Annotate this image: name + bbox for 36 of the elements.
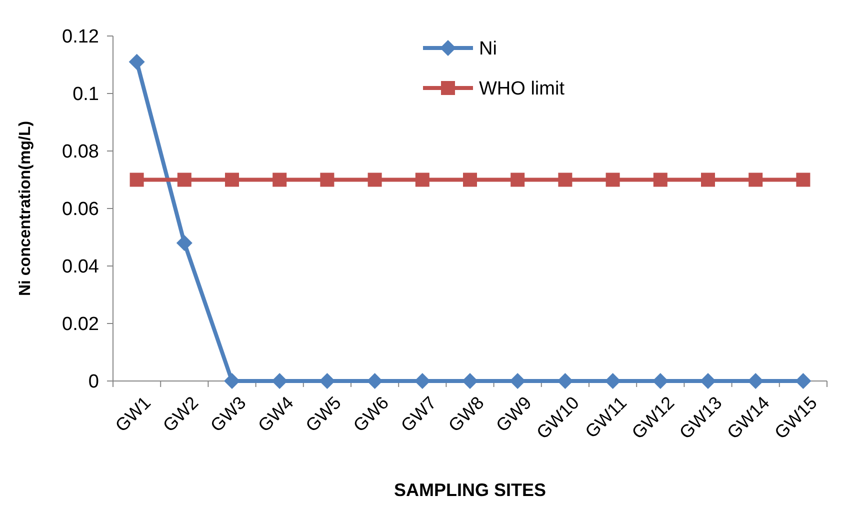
y-tick-label: 0.02	[62, 314, 99, 336]
point	[176, 235, 192, 251]
point	[319, 373, 336, 389]
point	[557, 373, 574, 389]
point	[368, 172, 382, 187]
point	[462, 373, 478, 389]
point	[225, 172, 239, 187]
y-tick-label: 0.1	[72, 84, 99, 106]
point	[177, 172, 192, 187]
y-tick-label: 0	[88, 372, 99, 393]
point	[463, 172, 477, 187]
point	[700, 373, 716, 389]
y-tick-label: 0.06	[62, 199, 99, 220]
legend-label: Ni	[479, 38, 497, 60]
point	[701, 172, 715, 187]
point	[606, 172, 620, 187]
y-axis-title: Ni concentration(mg/L)	[17, 120, 34, 296]
point	[795, 373, 812, 389]
point	[796, 172, 810, 187]
point	[604, 373, 621, 389]
point	[224, 373, 240, 389]
legend-label: WHO limit	[479, 78, 566, 100]
point	[320, 172, 334, 187]
point	[748, 172, 763, 187]
point	[366, 373, 383, 389]
x-axis-title: SAMPLING SITES	[394, 480, 546, 500]
point	[128, 54, 145, 70]
point	[653, 172, 668, 187]
point	[558, 172, 572, 187]
point	[130, 172, 144, 187]
y-tick-label: 0.08	[62, 142, 99, 163]
point	[272, 172, 287, 187]
point	[415, 172, 430, 187]
y-tick-label: 0.12	[62, 26, 99, 48]
y-tick-label: 0.04	[62, 256, 100, 278]
point	[510, 172, 525, 187]
